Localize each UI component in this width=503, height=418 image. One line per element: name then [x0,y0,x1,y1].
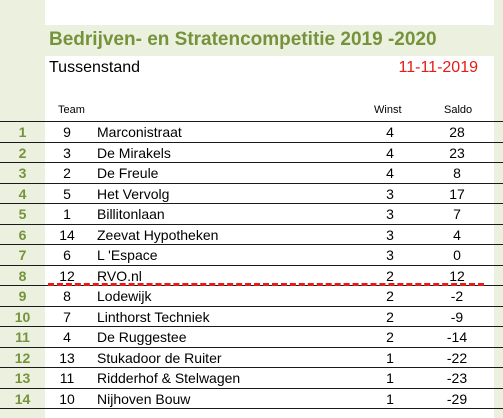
table-row: 13 11 Ridderhof & Stelwagen 1 -23 [0,367,503,388]
rank-cell: 1 [18,124,27,140]
saldo-cell: 7 [453,206,461,222]
winst-cell: 1 [386,390,394,407]
table-row: 10 7 Linthorst Techniek 2 -9 [0,305,503,327]
rank-cell: 7 [18,247,27,263]
standings-subtitle: Tussenstand [49,59,141,76]
team-number-cell: 7 [63,308,71,325]
team-name-cell: De Mirakels [97,144,171,161]
column-header-saldo: Saldo [444,104,473,116]
team-number-cell: 9 [63,124,71,140]
team-name-cell: De Ruggestee [97,329,187,345]
team-name-cell: RVO.nl [97,267,142,284]
winst-cell: 4 [386,144,394,161]
saldo-cell: 12 [449,267,465,284]
team-number-cell: 8 [63,288,71,304]
table-row: 9 8 Lodewijk 2 -2 [0,285,503,306]
team-name-cell: Lodewijk [97,288,152,304]
standings-date: 11-11-2019 [398,59,478,76]
saldo-cell: 0 [453,247,461,263]
rank-cell: 11 [15,329,30,345]
rank-cell: 14 [14,390,31,407]
table-row: 11 4 De Ruggestee 2 -14 [0,326,503,347]
saldo-cell: 28 [449,124,465,140]
winst-cell: 4 [386,165,394,181]
team-name-cell: Stukadoor de Ruiter [97,349,222,366]
saldo-cell: -29 [446,390,468,407]
saldo-cell: -9 [450,308,464,325]
standings-table: 1 9 Marconistraat 4 28 2 3 De Mirakels 4… [0,121,503,409]
winst-cell: 3 [386,185,394,202]
table-row: 7 6 L 'Espace 3 0 [0,244,503,265]
winst-cell: 2 [386,267,394,284]
table-row: 6 14 Zeevat Hypotheken 3 4 [0,223,503,245]
team-name-cell: De Freule [97,165,159,181]
saldo-cell: -22 [446,349,468,366]
team-name-cell: Linthorst Techniek [97,308,210,325]
rank-cell: 8 [18,267,27,284]
page-title: Bedrijven- en Stratencompetitie 2019 -20… [49,29,437,50]
winst-cell: 2 [386,308,394,325]
winst-cell: 2 [386,329,394,345]
column-header-team: Team [58,104,85,116]
table-row: 4 5 Het Vervolg 3 17 [0,182,503,204]
team-number-cell: 10 [59,390,75,407]
team-name-cell: Het Vervolg [97,185,170,202]
winst-cell: 1 [386,370,394,386]
saldo-cell: -14 [446,329,468,345]
team-name-cell: Marconistraat [97,124,182,140]
team-name-cell: L 'Espace [97,247,158,263]
table-row: 8 12 RVO.nl 2 12 [0,264,503,286]
rank-cell: 2 [18,144,27,161]
table-row: 14 10 Nijhoven Bouw 1 -29 [0,387,503,409]
winst-cell: 4 [386,124,394,140]
winst-cell: 1 [386,349,394,366]
team-name-cell: Nijhoven Bouw [97,390,191,407]
team-number-cell: 4 [63,329,71,345]
table-row: 12 13 Stukadoor de Ruiter 1 -22 [0,346,503,368]
team-number-cell: 12 [59,267,75,284]
team-number-cell: 1 [63,206,71,222]
team-name-cell: Billitonlaan [97,206,165,222]
playoff-cutoff-line [48,283,484,286]
rank-cell: 13 [14,370,31,386]
rank-cell: 5 [18,206,27,222]
winst-cell: 3 [386,206,394,222]
winst-cell: 3 [386,247,394,263]
saldo-cell: 4 [453,226,461,243]
team-number-cell: 2 [63,165,71,181]
saldo-cell: -23 [446,370,468,386]
team-number-cell: 14 [59,226,75,243]
saldo-cell: 8 [453,165,461,181]
team-name-cell: Zeevat Hypotheken [97,226,219,243]
saldo-cell: 17 [449,185,465,202]
table-row: 3 2 De Freule 4 8 [0,162,503,183]
rank-cell: 12 [14,349,31,366]
team-number-cell: 13 [59,349,75,366]
rank-cell: 9 [18,288,27,304]
team-number-cell: 5 [63,185,71,202]
rank-cell: 10 [14,308,31,325]
saldo-cell: 23 [449,144,465,161]
column-header-winst: Winst [374,104,402,116]
winst-cell: 2 [386,288,394,304]
title-bar [45,25,503,56]
team-number-cell: 3 [63,144,71,161]
table-row: 5 1 Billitonlaan 3 7 [0,203,503,224]
rank-column-background [0,0,45,418]
rank-cell: 4 [18,185,27,202]
rank-cell: 6 [18,226,27,243]
team-number-cell: 6 [63,247,71,263]
rank-cell: 3 [18,165,27,181]
table-row: 1 9 Marconistraat 4 28 [0,121,503,142]
right-border-strip [494,0,503,418]
standings-panel [45,56,494,418]
winst-cell: 3 [386,226,394,243]
team-name-cell: Ridderhof & Stelwagen [97,370,241,386]
table-row: 2 3 De Mirakels 4 23 [0,141,503,163]
team-number-cell: 11 [59,370,75,386]
saldo-cell: -2 [450,288,464,304]
